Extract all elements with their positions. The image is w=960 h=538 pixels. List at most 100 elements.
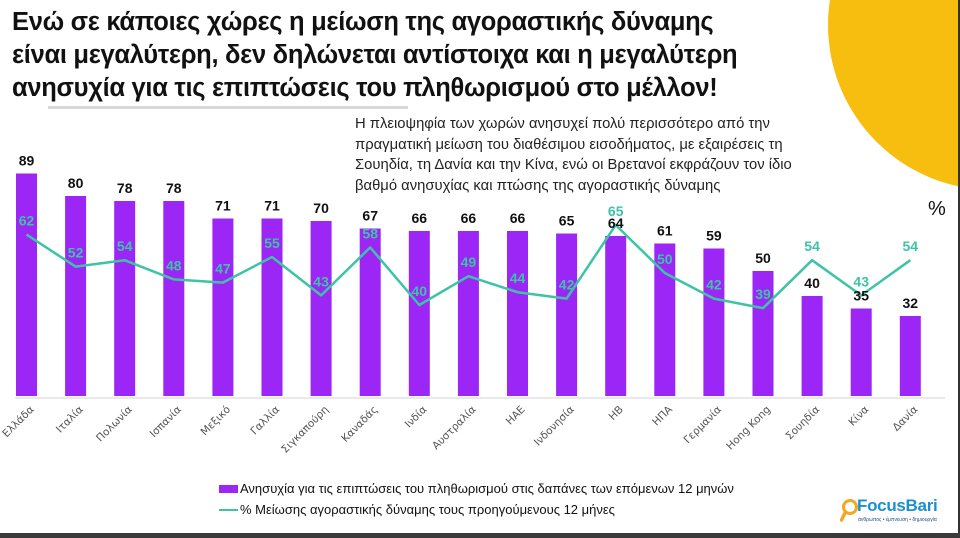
legend-item-line: % Μείωσης αγοραστικής δύναμης τους προηγ… — [219, 499, 734, 520]
title-line: ανησυχία για τις επιπτώσεις του πληθωρισ… — [12, 74, 718, 102]
chart-legend: Ανησυχία για τις επιπτώσεις του πληθωρισ… — [219, 478, 734, 520]
line-value-label: 54 — [804, 238, 820, 254]
bar-value-label: 71 — [215, 198, 231, 214]
line-value-label: 48 — [166, 257, 182, 273]
line-value-label: 49 — [461, 254, 477, 270]
frame-border-right — [958, 0, 960, 538]
line-value-label: 40 — [412, 283, 428, 299]
bar — [801, 296, 823, 396]
bar — [261, 218, 283, 396]
bar-value-label: 40 — [804, 275, 820, 291]
line-value-label: 58 — [362, 225, 378, 241]
x-tick-label: Πολωνία — [94, 404, 135, 445]
line-value-label: 62 — [19, 213, 35, 229]
x-tick-label: Κίνα — [846, 404, 871, 429]
bar-value-label: 66 — [412, 210, 428, 226]
bar — [899, 316, 921, 396]
line-value-label: 43 — [853, 273, 869, 289]
bar-value-label: 78 — [117, 180, 133, 196]
bar — [850, 308, 872, 396]
line-value-label: 54 — [903, 238, 919, 254]
x-tick-label: Μεξικό — [199, 404, 233, 438]
logo-tagline: άνθρωπος • έμπνευση • δημιουργία — [858, 517, 937, 523]
bar — [310, 221, 332, 396]
x-tick-label: Ελλάδα — [0, 404, 36, 440]
bar — [605, 236, 627, 396]
x-tick-label: Αυστραλία — [430, 404, 478, 452]
bar-value-label: 50 — [755, 250, 771, 266]
bar-value-label: 66 — [461, 210, 477, 226]
magnifier-icon — [840, 499, 858, 522]
bar — [16, 173, 37, 396]
bar — [65, 196, 87, 396]
legend-label: % Μείωσης αγοραστικής δύναμης τους προηγ… — [240, 502, 615, 517]
bar — [703, 248, 725, 396]
bar — [212, 218, 234, 396]
bar-value-label: 61 — [657, 223, 673, 239]
line-value-labels: 62 52 54 48 47 55 43 58 40 49 44 42 65 50 42 39 54 43 54 — [19, 203, 919, 302]
bar-value-label: 71 — [264, 198, 280, 214]
subtitle-line: πραγματική μείωση του διαθέσιμου εισοδήμ… — [355, 136, 783, 153]
x-tick-label: Hong Kong — [724, 404, 773, 453]
x-tick-label: Ινδονησία — [532, 404, 577, 449]
bar-value-label: 64 — [608, 215, 624, 231]
bar-value-label: 67 — [362, 208, 378, 224]
line-value-label: 52 — [68, 245, 84, 261]
line-value-label: 39 — [755, 286, 771, 302]
x-tick-label: Σιγκαπούρη — [279, 404, 331, 456]
x-axis-tick-labels: Ελλάδα Ιταλία Πολωνία Ισπανία Μεξικό ΓαλλίαΣι… — [0, 403, 920, 456]
x-tick-label: ΗΑΕ — [504, 404, 528, 428]
x-tick-label: Γαλλία — [248, 404, 282, 438]
subtitle-line: Σουηδία, τη Δανία και την Κίνα, ενώ οι Β… — [355, 157, 792, 173]
bar-value-label: 78 — [166, 180, 182, 196]
x-tick-label: Ισπανία — [148, 404, 184, 440]
legend-swatch-bar — [219, 484, 238, 493]
bar — [114, 201, 136, 396]
line-value-label: 50 — [657, 251, 673, 267]
bar-value-label: 35 — [853, 288, 869, 304]
x-tick-label: ΗΒ — [607, 404, 626, 423]
logo-name: FocusBari — [857, 496, 938, 515]
bar — [408, 231, 430, 396]
bar — [163, 201, 185, 396]
bar-value-label: 89 — [19, 153, 35, 169]
bar-value-label: 32 — [903, 295, 919, 311]
line-value-label: 65 — [608, 203, 624, 219]
chart-subtitle: Η πλειοψηφία των χωρών ανησυχεί πολύ περ… — [355, 114, 875, 196]
bar — [359, 228, 381, 396]
bar-value-label: 66 — [510, 210, 526, 226]
bar-value-label: 80 — [68, 175, 84, 191]
line-value-label: 42 — [559, 277, 575, 293]
legend-swatch-line — [219, 508, 238, 511]
bar — [507, 231, 528, 396]
line-value-label: 54 — [117, 238, 133, 254]
x-tick-label: Ιταλία — [54, 404, 86, 436]
subtitle-line: βαθμό ανησυχίας και πτώσης της αγοραστικ… — [355, 177, 721, 194]
bar — [556, 233, 578, 396]
line-value-label: 43 — [313, 273, 329, 289]
y-unit-label: % — [928, 198, 946, 220]
legend-item-bar: Ανησυχία για τις επιπτώσεις του πληθωρισ… — [219, 478, 734, 499]
focusbari-logo: FocusBari άνθρωπος • έμπνευση • δημιουργ… — [840, 496, 958, 528]
title-underline — [48, 106, 408, 109]
line-value-label: 42 — [706, 277, 722, 293]
bar-value-label: 59 — [706, 228, 722, 244]
x-tick-label: Καναδάς — [339, 404, 380, 445]
line-value-label: 55 — [264, 235, 280, 251]
x-tick-label: Γερμανία — [681, 404, 724, 447]
frame-border-bottom — [0, 533, 960, 538]
legend-label: Ανησυχία για τις επιπτώσεις του πληθωρισ… — [240, 481, 734, 496]
x-tick-label: Σουηδία — [784, 404, 823, 443]
title-line: Ενώ σε κάποιες χώρες η μείωση της αγορασ… — [12, 8, 714, 36]
bar — [654, 243, 676, 396]
bar-series — [16, 173, 921, 396]
x-tick-label: Δανία — [890, 404, 920, 434]
line-value-label: 44 — [510, 270, 526, 286]
bar-value-label: 65 — [559, 213, 575, 229]
title-line: είναι μεγαλύτερη, δεν δηλώνεται αντίστοι… — [12, 41, 738, 69]
page-title: Ενώ σε κάποιες χώρες η μείωση της αγορασ… — [12, 6, 892, 105]
x-tick-label: Ινδία — [403, 404, 430, 431]
bar — [457, 231, 479, 396]
